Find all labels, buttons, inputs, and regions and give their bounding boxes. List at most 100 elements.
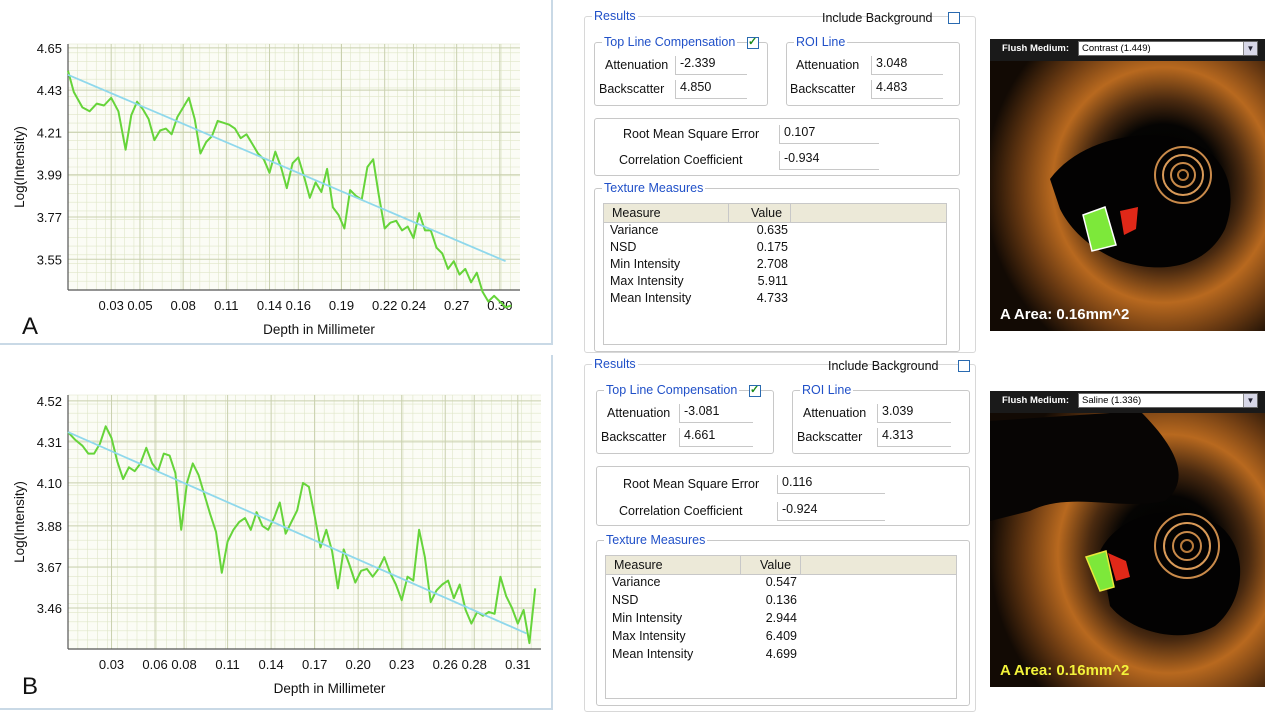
series-line-intensity [67, 425, 537, 645]
x-tick-label: 0.30 [487, 298, 512, 313]
x-axis-label: Depth in Millimeter [274, 681, 386, 696]
top-attenuation-value[interactable]: -3.081 [679, 404, 753, 423]
x-tick-label: 0.08 [171, 657, 196, 672]
backscatter-label: Backscatter [797, 430, 863, 444]
x-tick-label: 0.31 [505, 657, 530, 672]
x-axis-label: Depth in Millimeter [263, 322, 375, 337]
flush-medium-select[interactable]: Contrast (1.449) ▼ [1078, 41, 1258, 56]
y-tick-label: 4.65 [37, 41, 62, 56]
attenuation-label: Attenuation [796, 58, 860, 72]
chevron-down-icon[interactable]: ▼ [1243, 42, 1257, 55]
roi-attenuation-value[interactable]: 3.048 [871, 56, 943, 75]
backscatter-label: Backscatter [601, 430, 667, 444]
flush-medium-label: Flush Medium: [1002, 395, 1070, 406]
x-tick-label: 0.27 [444, 298, 469, 313]
roi-line-title: ROI Line [794, 35, 848, 49]
y-tick-label: 4.43 [37, 83, 62, 98]
rmse-label: Root Mean Square Error [623, 127, 760, 141]
roi-polygon[interactable] [1082, 206, 1117, 252]
roi-attenuation-value[interactable]: 3.039 [877, 404, 951, 423]
correlation-value[interactable]: -0.934 [779, 151, 879, 170]
y-tick-label: 3.77 [37, 210, 62, 225]
line-chart-b: 3.46 3.67 3.88 4.10 4.31 4.52 0.03 0.06 0.08 0.11… [12, 394, 541, 696]
flush-medium-bar: Flush Medium: Saline (1.336) ▼ [990, 391, 1265, 413]
oct-scan-b [990, 391, 1265, 687]
texture-measures-group: Texture Measures Measure Value Variance 0… [594, 181, 960, 352]
oct-scan-a [990, 39, 1265, 331]
correlation-value[interactable]: -0.924 [777, 502, 885, 521]
x-tick-label: 0.05 [127, 298, 152, 313]
roi-backscatter-value[interactable]: 4.313 [877, 428, 951, 447]
table-row: Variance 0.547 [612, 575, 797, 589]
y-tick-label: 4.31 [37, 435, 62, 450]
table-row: Variance 0.635 [610, 223, 788, 237]
fit-statistics-group: Root Mean Square Error 0.116 Correlation… [596, 466, 970, 526]
texture-table: Measure Value Variance 0.547 NSD 0.136 Min… [605, 555, 957, 699]
y-tick-label: 3.55 [37, 252, 62, 267]
x-tick-label: 0.14 [258, 657, 283, 672]
top-line-compensation-checkbox[interactable] [747, 35, 759, 49]
correlation-label: Correlation Coefficient [619, 504, 743, 518]
series-line-fit [67, 431, 527, 635]
oct-image-a: Flush Medium: Contrast (1.449) ▼ A Area:… [990, 39, 1265, 331]
series-line-fit [67, 73, 506, 263]
x-tick-label: 0.16 [286, 298, 311, 313]
top-line-compensation-title: Top Line Compensation [602, 35, 738, 49]
table-row: Max Intensity 6.409 [612, 629, 797, 643]
x-tick-label: 0.19 [329, 298, 354, 313]
rmse-value[interactable]: 0.116 [777, 475, 885, 494]
y-tick-label: 3.99 [37, 168, 62, 183]
results-group: Results [584, 9, 976, 353]
results-group: Results [584, 357, 976, 712]
include-background-checkbox[interactable] [948, 12, 960, 24]
results-title: Results [592, 357, 638, 371]
correlation-label: Correlation Coefficient [619, 153, 743, 167]
x-tick-label: 0.24 [401, 298, 426, 313]
y-tick-label: 4.52 [37, 394, 62, 409]
texture-measures-group: Texture Measures Measure Value Variance 0… [596, 533, 970, 706]
table-row: Max Intensity 5.911 [610, 274, 788, 288]
series-line-intensity [67, 70, 512, 309]
flush-medium-bar: Flush Medium: Contrast (1.449) ▼ [990, 39, 1265, 61]
column-header-value: Value [760, 558, 792, 572]
oct-image-b: Flush Medium: Saline (1.336) ▼ A Area: 0… [990, 391, 1265, 687]
x-tick-label: 0.11 [215, 657, 239, 672]
x-tick-label: 0.08 [171, 298, 196, 313]
include-background-checkbox[interactable] [958, 360, 970, 372]
table-row: Min Intensity 2.708 [610, 257, 788, 271]
roi-line-title: ROI Line [800, 383, 854, 397]
results-panel-a: Results Include Background Top Line Comp… [584, 8, 977, 355]
y-axis-label: Log(Intensity) [12, 481, 27, 563]
roi-polygon[interactable] [1084, 550, 1115, 592]
chart-panel-b: 3.46 3.67 3.88 4.10 4.31 4.52 0.03 0.06 0.08 0.11… [0, 355, 553, 710]
fit-statistics-group: Root Mean Square Error 0.107 Correlation… [594, 118, 960, 176]
chevron-down-icon[interactable]: ▼ [1243, 394, 1257, 407]
panel-label-b: B [22, 673, 39, 700]
texture-measures-title: Texture Measures [604, 533, 708, 547]
results-panel-b: Results Include Background Top Line Comp… [584, 356, 977, 712]
flush-medium-select[interactable]: Saline (1.336) ▼ [1078, 393, 1258, 408]
rmse-value[interactable]: 0.107 [779, 125, 879, 144]
y-tick-label: 4.10 [37, 476, 62, 491]
y-tick-label: 3.67 [37, 560, 62, 575]
include-background-label: Include Background [822, 11, 933, 25]
x-tick-label: 0.22 [372, 298, 397, 313]
top-backscatter-value[interactable]: 4.850 [675, 80, 747, 99]
top-line-compensation-title: Top Line Compensation [604, 383, 740, 397]
attenuation-label: Attenuation [803, 406, 867, 420]
top-backscatter-value[interactable]: 4.661 [679, 428, 753, 447]
x-tick-label: 0.14 [257, 298, 282, 313]
x-tick-label: 0.26 [433, 657, 458, 672]
table-row: Mean Intensity 4.733 [610, 291, 788, 305]
top-line-compensation-checkbox[interactable] [749, 383, 761, 397]
top-attenuation-value[interactable]: -2.339 [675, 56, 747, 75]
x-tick-label: 0.20 [346, 657, 371, 672]
table-row: Min Intensity 2.944 [612, 611, 797, 625]
x-tick-label: 0.11 [214, 298, 238, 313]
table-row: NSD 0.175 [610, 240, 788, 254]
x-tick-label: 0.28 [462, 657, 487, 672]
column-header-measure: Measure [614, 558, 663, 572]
roi-backscatter-value[interactable]: 4.483 [871, 80, 943, 99]
texture-table: Measure Value Variance 0.635 NSD 0.175 Min… [603, 203, 947, 345]
y-tick-label: 3.88 [37, 519, 62, 534]
